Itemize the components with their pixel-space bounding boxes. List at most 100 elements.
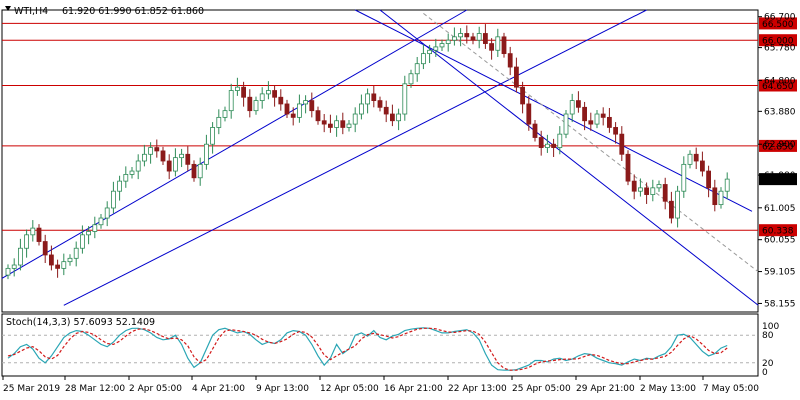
candle-body-bull	[638, 187, 643, 192]
dropdown-triangle-icon[interactable]	[5, 6, 11, 11]
candle-body-bull	[650, 187, 656, 195]
candle-body-bull	[427, 49, 433, 55]
candle-body-bull	[594, 113, 600, 125]
candle-body-bull	[141, 153, 147, 162]
time-axis: 25 Mar 2019 28 Mar 12:00 2 Apr 05:00 4 Apr …	[2, 376, 759, 394]
candle-body-bull	[365, 93, 371, 105]
candle-body-bull	[451, 36, 457, 41]
stoch-signal-line	[7, 327, 728, 371]
candle-body-bear	[532, 123, 538, 138]
horizontal-levels: 66.500 66.000 64.650 62.850 60.338	[2, 17, 797, 237]
candle-body-bull	[656, 184, 662, 189]
x-tick-label: 7 May 05:00	[703, 384, 759, 394]
level-tag-label: 64.650	[762, 82, 794, 92]
candle-body-bull	[197, 163, 203, 179]
candle-body-bull	[545, 143, 550, 148]
candle-body-bear	[464, 33, 470, 38]
y-tick-label: 62.900	[764, 140, 796, 150]
candle-body-bear	[582, 106, 587, 122]
candles: 61.860	[5, 24, 797, 280]
y-tick-label: 63.880	[764, 107, 796, 117]
level-tag	[759, 139, 797, 152]
candle-body-bull	[210, 127, 216, 145]
candle-body-bull	[557, 133, 563, 148]
candle-body-bull	[433, 46, 439, 51]
y-tick-label: 59.105	[764, 268, 796, 278]
candle-body-bull	[80, 234, 85, 249]
candle-body-bear	[662, 184, 668, 202]
x-tick-label: 4 Apr 21:00	[192, 384, 245, 394]
stoch-level-label: 80	[762, 331, 774, 341]
level-tag-label: 66.500	[762, 20, 794, 30]
level-tag	[759, 224, 797, 237]
candle-body-bear	[315, 110, 321, 122]
candle-body-bull	[445, 39, 451, 44]
x-tick-label: 29 Apr 21:00	[576, 384, 635, 394]
candle-body-bull	[420, 53, 426, 65]
x-tick-label: 9 Apr 13:00	[256, 384, 309, 394]
candle-body-bear	[377, 100, 383, 108]
candle-body-bear	[284, 103, 290, 115]
current-price-label: 61.860	[762, 176, 794, 186]
candle-body-bear	[613, 127, 618, 135]
ohlc-values: 61.920 61.990 61.852 61.860	[62, 6, 204, 17]
candle-body-bull	[111, 190, 116, 209]
candle-body-bull	[358, 103, 364, 115]
candle-body-bull	[17, 247, 23, 266]
level-tag-label: 60.338	[762, 227, 794, 237]
candle-body-bear	[185, 153, 191, 165]
candle-body-bull	[681, 163, 687, 192]
candle-body-bear	[693, 153, 699, 162]
falling-channel-midline	[423, 12, 759, 273]
candle-body-bear	[272, 90, 278, 98]
candle-body-bull	[687, 153, 693, 165]
symbol-label: WTI,H4	[14, 6, 48, 17]
candle-body-bull	[228, 90, 234, 112]
candle-body-bear	[482, 33, 488, 44]
x-tick-label: 12 Apr 05:00	[320, 384, 379, 394]
candle-body-bear	[507, 53, 513, 68]
candle-body-bear	[520, 86, 525, 105]
candle-body-bear	[644, 187, 649, 195]
falling-channel-lower	[379, 9, 759, 306]
candle-body-bull	[61, 261, 67, 269]
candle-body-bull	[675, 190, 680, 219]
candle-body-bull	[476, 33, 482, 41]
candle-body-bull	[569, 100, 575, 115]
candle-body-bear	[36, 227, 42, 242]
candle-body-bull	[414, 63, 420, 75]
candle-body-bear	[700, 160, 705, 172]
candle-body-bull	[148, 147, 154, 155]
candle-body-bull	[222, 110, 228, 118]
candle-body-bull	[234, 86, 240, 91]
candle-body-bull	[86, 231, 91, 236]
candle-body-bull	[303, 100, 309, 105]
candle-body-bear	[191, 163, 197, 179]
candle-body-bull	[24, 234, 30, 249]
x-tick-label: 2 May 13:00	[640, 384, 696, 394]
candle-body-bull	[117, 180, 122, 192]
y-tick-label: 61.980	[764, 171, 796, 181]
current-price-tag	[759, 173, 797, 186]
stoch-main-line	[7, 327, 728, 371]
candle-body-bear	[321, 120, 327, 125]
candle-body-bull	[718, 190, 724, 206]
candle-body-bear	[607, 116, 612, 128]
y-tick-label: 66.700	[764, 13, 796, 23]
candle-body-bear	[625, 153, 631, 182]
candle-body-bear	[514, 66, 519, 88]
trend-channels	[1, 9, 759, 306]
candle-body-bear	[526, 103, 532, 125]
level-tag-label: 66.000	[762, 37, 794, 47]
price-axis: 66.700 65.780 64.800 63.880 62.900 61.980 61.0…	[758, 13, 796, 309]
x-tick-label: 22 Apr 13:00	[448, 384, 507, 394]
candle-body-bear	[631, 180, 637, 192]
level-tag-label: 62.850	[762, 142, 794, 152]
x-tick-label: 25 Apr 05:00	[512, 384, 571, 394]
candle-body-bear	[712, 187, 718, 206]
candle-body-bear	[55, 264, 60, 269]
y-tick-label: 65.780	[764, 44, 796, 54]
stoch-level-label: 0	[762, 368, 768, 378]
candle-body-bull	[352, 113, 358, 125]
